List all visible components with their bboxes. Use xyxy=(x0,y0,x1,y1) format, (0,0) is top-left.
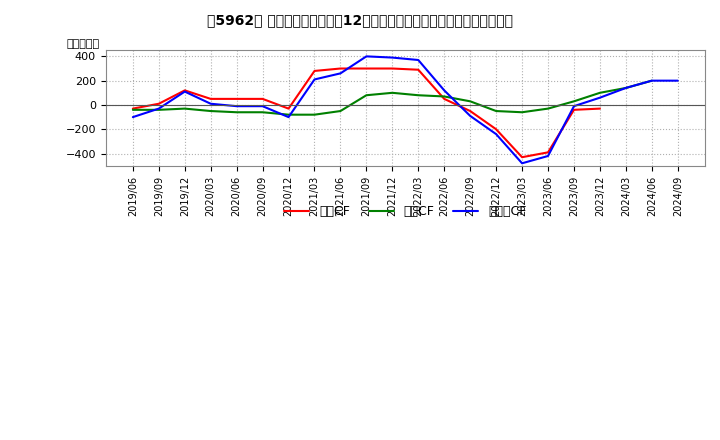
投資CF xyxy=(647,78,656,83)
営業CF xyxy=(362,66,371,71)
フリーCF xyxy=(414,57,423,62)
投資CF xyxy=(466,99,474,104)
営業CF xyxy=(310,68,319,73)
営業CF xyxy=(440,96,449,102)
営業CF xyxy=(129,106,138,111)
フリーCF xyxy=(310,77,319,82)
営業CF xyxy=(181,88,189,93)
投資CF xyxy=(207,108,215,114)
投資CF xyxy=(570,99,578,104)
投資CF xyxy=(129,107,138,113)
投資CF xyxy=(155,107,163,113)
Legend: 営業CF, 投資CF, フリーCF: 営業CF, 投資CF, フリーCF xyxy=(279,200,531,223)
投資CF xyxy=(284,112,293,117)
営業CF xyxy=(388,66,397,71)
フリーCF xyxy=(181,89,189,94)
フリーCF xyxy=(284,114,293,120)
投資CF xyxy=(362,92,371,98)
フリーCF xyxy=(258,103,267,109)
フリーCF xyxy=(621,85,630,91)
投資CF xyxy=(621,85,630,91)
フリーCF xyxy=(233,103,241,109)
投資CF xyxy=(233,110,241,115)
フリーCF xyxy=(362,54,371,59)
フリーCF xyxy=(440,88,449,93)
フリーCF xyxy=(207,101,215,106)
投資CF xyxy=(310,112,319,117)
投資CF xyxy=(595,90,604,95)
営業CF xyxy=(492,127,500,132)
フリーCF xyxy=(388,55,397,60)
投資CF xyxy=(258,110,267,115)
営業CF xyxy=(284,106,293,111)
営業CF xyxy=(544,150,552,155)
営業CF xyxy=(595,106,604,111)
投資CF xyxy=(544,106,552,111)
フリーCF xyxy=(518,161,526,166)
Y-axis label: （百万円）: （百万円） xyxy=(66,39,99,49)
営業CF xyxy=(414,67,423,72)
フリーCF xyxy=(155,106,163,111)
営業CF xyxy=(518,154,526,160)
Line: フリーCF: フリーCF xyxy=(133,56,678,163)
営業CF xyxy=(466,108,474,114)
Text: 【5962】 キャッシュフローの12か月移動合計の対前年同期増減額の推移: 【5962】 キャッシュフローの12か月移動合計の対前年同期増減額の推移 xyxy=(207,13,513,27)
投資CF xyxy=(518,110,526,115)
フリーCF xyxy=(544,154,552,159)
投資CF xyxy=(336,108,345,114)
フリーCF xyxy=(673,78,682,83)
フリーCF xyxy=(647,78,656,83)
営業CF xyxy=(336,66,345,71)
フリーCF xyxy=(492,132,500,137)
フリーCF xyxy=(466,113,474,118)
Line: 営業CF: 営業CF xyxy=(133,69,600,157)
フリーCF xyxy=(336,71,345,76)
Line: 投資CF: 投資CF xyxy=(133,81,652,115)
営業CF xyxy=(258,96,267,102)
投資CF xyxy=(492,108,500,114)
営業CF xyxy=(155,101,163,106)
フリーCF xyxy=(129,114,138,120)
フリーCF xyxy=(570,103,578,109)
投資CF xyxy=(181,106,189,111)
投資CF xyxy=(440,94,449,99)
営業CF xyxy=(570,107,578,113)
営業CF xyxy=(233,96,241,102)
投資CF xyxy=(388,90,397,95)
営業CF xyxy=(207,96,215,102)
フリーCF xyxy=(595,95,604,100)
投資CF xyxy=(414,92,423,98)
